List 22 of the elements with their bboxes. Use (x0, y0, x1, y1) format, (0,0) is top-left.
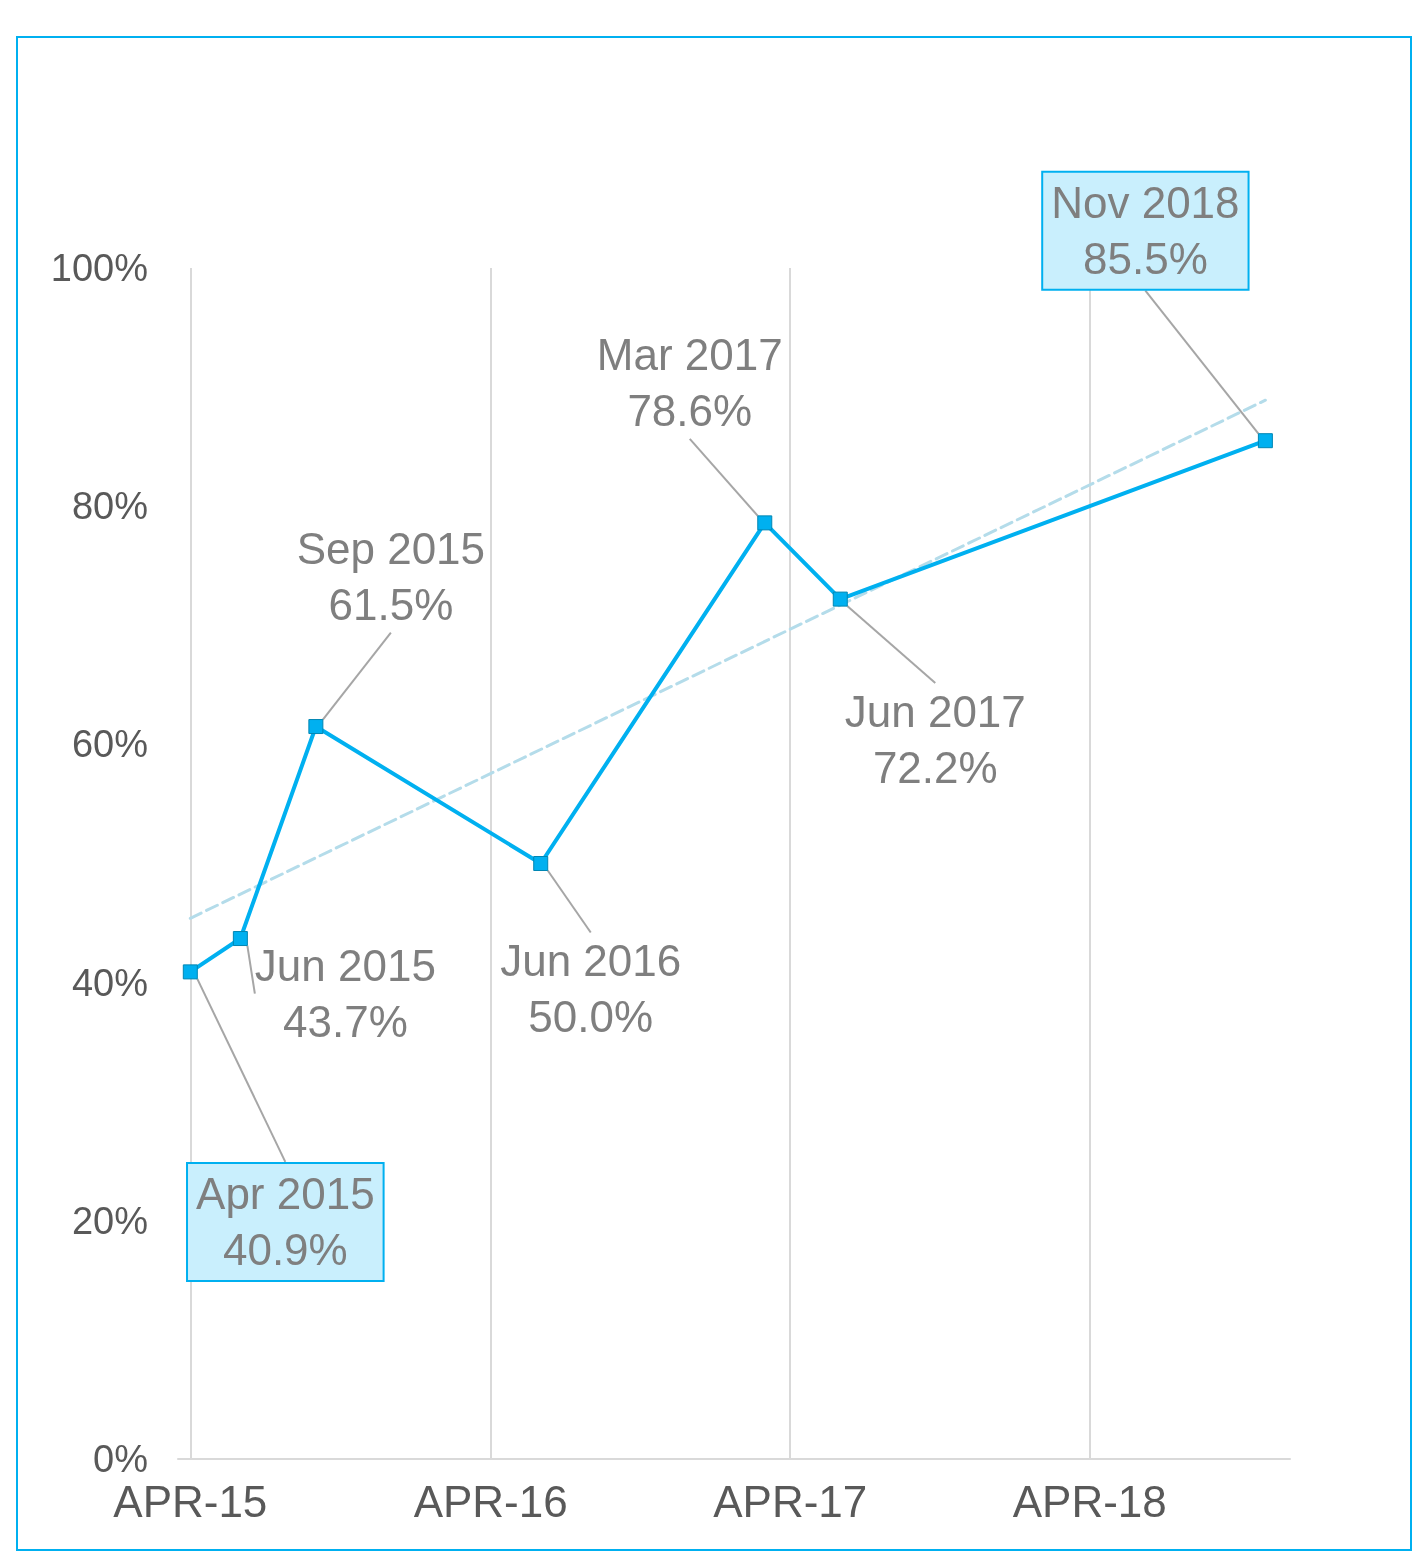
data-label: Nov 2018 85.5% (1051, 178, 1240, 284)
y-tick-label: 20% (71, 1199, 148, 1242)
data-label: Apr 2015 40.9% (196, 1169, 375, 1275)
y-tick-label: 100% (50, 247, 148, 289)
data-label: Jun 2015 43.7% (254, 941, 436, 1047)
point (308, 719, 324, 735)
x-tick-label: APR-18 (1012, 1476, 1167, 1526)
y-tick-label: 40% (71, 961, 148, 1004)
y-tick-label: 60% (71, 723, 148, 766)
data-label: Jun 2016 50.0% (500, 936, 682, 1041)
y-tick-label: 80% (71, 485, 148, 528)
point (832, 591, 848, 607)
point (757, 515, 773, 531)
x-tick-label: APR-16 (413, 1476, 568, 1526)
data-label: Sep 2015 61.5% (296, 524, 486, 630)
data-label: Mar 2017 78.6% (596, 330, 783, 436)
point (182, 964, 198, 980)
data-label: Jun 2017 72.2% (844, 686, 1026, 792)
point (533, 856, 549, 871)
point (232, 931, 248, 947)
point (1257, 433, 1273, 449)
x-tick-label: APR-17 (713, 1476, 868, 1526)
